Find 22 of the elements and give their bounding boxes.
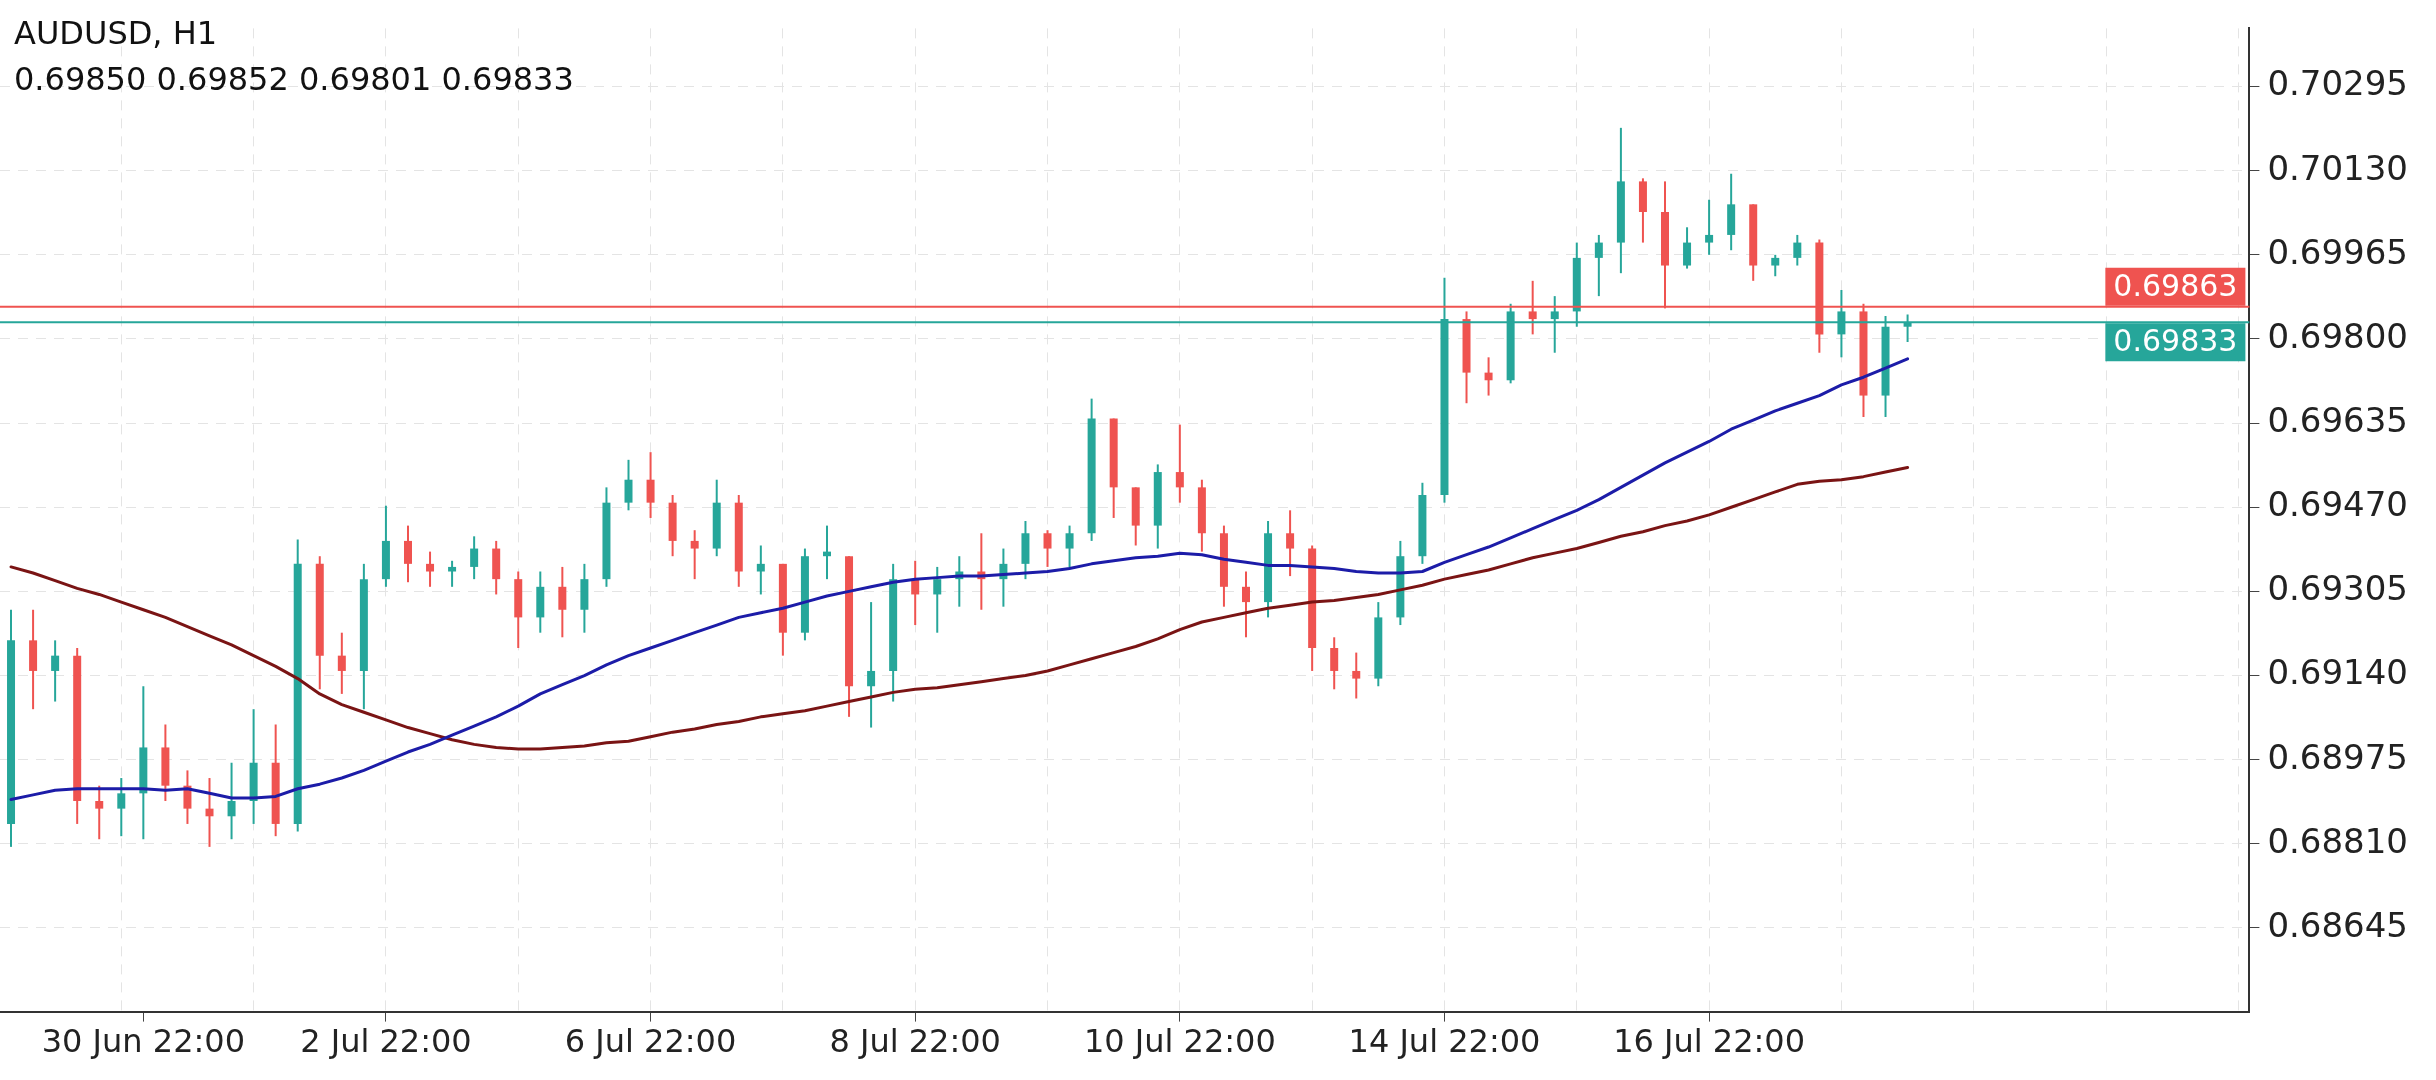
y-tick-label: 0.68810: [2267, 820, 2409, 861]
chart-title: AUDUSD, H1: [14, 14, 218, 52]
x-tick-label: 10 Jul 22:00: [1083, 1022, 1276, 1061]
text: 0.69850 0.69852 0.69801 0.69833: [14, 60, 574, 98]
y-tick-label: 0.69470: [2267, 484, 2409, 525]
x-tick-label: 8 Jul 22:00: [829, 1022, 1001, 1061]
x-tick-label: 6 Jul 22:00: [564, 1022, 737, 1061]
x-tick-label: 14 Jul 22:00: [1348, 1022, 1541, 1061]
x-tick-label: 30 Jun 22:00: [41, 1022, 245, 1061]
y-tick-label: 0.69635: [2267, 399, 2409, 440]
y-tick-label: 0.70295: [2267, 63, 2409, 104]
y-tick-label: 0.68645: [2267, 904, 2409, 945]
x-tick-label: 16 Jul 22:00: [1613, 1022, 1806, 1061]
y-tick-label: 0.68975: [2267, 736, 2409, 777]
ref-line-label: 0.69863: [2113, 267, 2238, 303]
y-tick-label: 0.69965: [2267, 231, 2409, 272]
x-tick-label: 2 Jul 22:00: [300, 1022, 472, 1061]
y-tick-label: 0.70130: [2267, 147, 2409, 188]
y-tick-label: 0.69800: [2267, 315, 2409, 356]
y-tick-label: 0.69305: [2267, 568, 2409, 609]
ref-line-label: 0.69833: [2113, 322, 2238, 358]
y-tick-label: 0.69140: [2267, 652, 2409, 693]
